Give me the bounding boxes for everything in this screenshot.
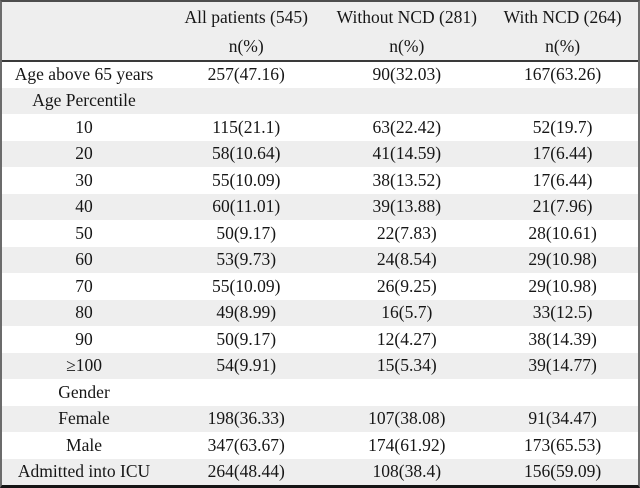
row-value: 167(63.26) xyxy=(523,64,602,85)
row-value: 39(14.77) xyxy=(528,355,597,376)
row-value: 108(38.4) xyxy=(372,461,442,482)
header-label: Without NCD (281) xyxy=(336,7,477,27)
header-cell-with-ncd: With NCD (264) n(%) xyxy=(487,2,638,62)
row-value: 264(48.44) xyxy=(207,461,285,482)
row-value: 347(63.67) xyxy=(207,434,285,455)
row-label: 80 xyxy=(75,302,93,323)
row-value: 52(19.7) xyxy=(532,116,593,137)
row-value: 54(9.91) xyxy=(216,355,277,376)
table-row: 80 49(8.99) 16(5.7) 33(12.5) xyxy=(2,299,638,326)
row-label: Admitted into ICU xyxy=(17,461,151,482)
table-row: 70 55(10.09) 26(9.25) 29(10.98) xyxy=(2,273,638,300)
row-label: 30 xyxy=(75,169,93,190)
row-value: 38(14.39) xyxy=(528,328,597,349)
row-value xyxy=(326,379,487,406)
table-row: 90 50(9.17) 12(4.27) 38(14.39) xyxy=(2,326,638,353)
row-value: 26(9.25) xyxy=(376,275,437,296)
row-value: 28(10.61) xyxy=(528,222,597,243)
row-value: 15(5.34) xyxy=(376,355,437,376)
table-row: 30 55(10.09) 38(13.52) 17(6.44) xyxy=(2,167,638,194)
row-value xyxy=(166,88,326,115)
header-label: With NCD (264) xyxy=(503,7,622,27)
row-label: 70 xyxy=(75,275,93,296)
row-label: Female xyxy=(58,408,110,429)
row-value: 12(4.27) xyxy=(376,328,437,349)
table-row: Age above 65 years 257(47.16) 90(32.03) 167… xyxy=(2,61,638,88)
row-value: 90(32.03) xyxy=(372,64,442,85)
table-row: 10 115(21.1) 63(22.42) 52(19.7) xyxy=(2,114,638,141)
row-value: 173(65.53) xyxy=(523,434,602,455)
row-value: 257(47.16) xyxy=(207,64,285,85)
row-value: 53(9.73) xyxy=(216,249,277,270)
table-row: ≥100 54(9.91) 15(5.34) 39(14.77) xyxy=(2,352,638,379)
row-value xyxy=(487,379,638,406)
row-value: 29(10.98) xyxy=(528,275,597,296)
row-label: Age above 65 years xyxy=(14,64,154,85)
row-value: 38(13.52) xyxy=(372,169,442,190)
row-value: 63(22.42) xyxy=(372,116,442,137)
table-row: Age Percentile xyxy=(2,87,638,115)
row-value: 17(6.44) xyxy=(532,143,593,164)
row-value: 58(10.64) xyxy=(211,143,281,164)
row-label: ≥100 xyxy=(66,355,102,376)
row-value: 41(14.59) xyxy=(372,143,442,164)
header-row: All patients (545) n(%) Without NCD (281… xyxy=(2,2,638,62)
table-row: 20 58(10.64) 41(14.59) 17(6.44) xyxy=(2,140,638,167)
row-label: Male xyxy=(66,434,103,455)
row-value: 24(8.54) xyxy=(376,249,437,270)
row-label: 50 xyxy=(75,222,93,243)
row-label: 60 xyxy=(75,249,93,270)
table-row: 60 53(9.73) 24(8.54) 29(10.98) xyxy=(2,246,638,273)
row-value: 49(8.99) xyxy=(216,302,277,323)
header-cell-all-patients: All patients (545) n(%) xyxy=(166,2,327,62)
row-value: 55(10.09) xyxy=(211,169,281,190)
row-value: 107(38.08) xyxy=(368,408,446,429)
table-row: Female 198(36.33) 107(38.08) 91(34.47) xyxy=(2,405,638,432)
row-label: 40 xyxy=(75,196,93,217)
row-subheader-label: Gender xyxy=(58,381,110,402)
row-value: 60(11.01) xyxy=(212,196,281,217)
table-row: Gender xyxy=(2,379,638,406)
row-value: 39(13.88) xyxy=(372,196,442,217)
header-cell-empty xyxy=(2,2,167,62)
row-label: 20 xyxy=(75,143,93,164)
row-value: 21(7.96) xyxy=(532,196,593,217)
row-value: 174(61.92) xyxy=(368,434,446,455)
row-value: 50(9.17) xyxy=(216,222,277,243)
row-value: 55(10.09) xyxy=(211,275,281,296)
row-label: 90 xyxy=(75,328,93,349)
row-value: 91(34.47) xyxy=(528,408,597,429)
table-row: Male 347(63.67) 174(61.92) 173(65.53) xyxy=(2,432,638,459)
header-sublabel: n(%) xyxy=(228,36,264,56)
table-row: 40 60(11.01) 39(13.88) 21(7.96) xyxy=(2,193,638,220)
header-label: All patients (545) xyxy=(184,7,308,27)
table-row: Admitted into ICU 264(48.44) 108(38.4) 156(… xyxy=(2,458,638,485)
row-value: 22(7.83) xyxy=(376,222,437,243)
row-subheader-label: Age Percentile xyxy=(32,90,136,111)
header-cell-without-ncd: Without NCD (281) n(%) xyxy=(326,2,488,62)
table-header: All patients (545) n(%) Without NCD (281… xyxy=(2,2,638,62)
header-sublabel: n(%) xyxy=(545,36,581,56)
row-value: 33(12.5) xyxy=(532,302,593,323)
row-value: 17(6.44) xyxy=(532,169,593,190)
row-value: 50(9.17) xyxy=(216,328,277,349)
row-value: 115(21.1) xyxy=(212,116,281,137)
table-row: 50 50(9.17) 22(7.83) 28(10.61) xyxy=(2,220,638,247)
row-value: 198(36.33) xyxy=(207,408,285,429)
header-sublabel: n(%) xyxy=(389,36,425,56)
table-body: Age above 65 years 257(47.16) 90(32.03) 167… xyxy=(2,61,638,485)
row-value: 29(10.98) xyxy=(528,249,597,270)
row-value: 156(59.09) xyxy=(523,461,602,482)
row-value: 16(5.7) xyxy=(381,302,433,323)
row-value xyxy=(487,88,638,115)
row-value xyxy=(166,379,326,406)
row-label: 10 xyxy=(75,116,93,137)
row-value xyxy=(326,88,487,115)
